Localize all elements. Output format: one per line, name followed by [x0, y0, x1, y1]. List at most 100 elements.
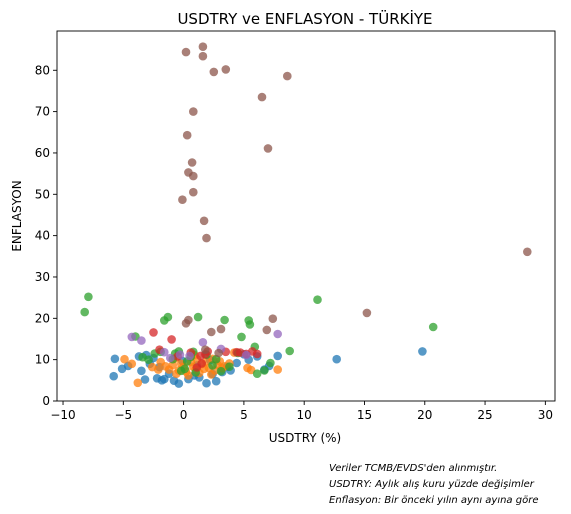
y-tick-label: 0 [42, 394, 50, 408]
point-s2-13 [180, 364, 190, 374]
point-s5-21 [181, 319, 191, 328]
point-s5-23 [216, 324, 226, 334]
point-s5-25 [214, 348, 223, 358]
point-s0-5 [137, 366, 146, 376]
point-s0-1 [109, 371, 118, 381]
point-s2-29 [252, 369, 262, 379]
y-tick-label: 60 [35, 146, 50, 160]
point-s5-5 [283, 71, 292, 81]
point-s2-31 [266, 358, 275, 368]
point-s2-21 [216, 366, 226, 376]
point-s2-4 [144, 355, 153, 365]
x-tick-label: −5 [114, 408, 132, 422]
point-s4-9 [185, 351, 194, 361]
point-s5-8 [263, 144, 273, 153]
y-tick-label: 70 [35, 105, 50, 119]
y-tick-label: 30 [35, 270, 50, 284]
point-s4-7 [273, 329, 283, 339]
y-tick-label: 20 [35, 311, 50, 325]
x-tick-label: 30 [538, 408, 553, 422]
point-s5-3 [209, 67, 219, 77]
point-s5-22 [207, 327, 216, 337]
point-s2-25 [237, 332, 246, 342]
x-tick-label: 10 [297, 408, 312, 422]
inflation-note: Enflasyon: Bir önceki yılın aynı ayına g… [329, 495, 539, 506]
point-s4-2 [160, 347, 169, 357]
point-s2-27 [245, 320, 255, 329]
point-s1-0 [120, 354, 129, 364]
point-s2-33 [313, 295, 322, 305]
point-s2-0 [80, 307, 89, 317]
x-axis-label: USDTRY (%) [269, 431, 341, 445]
y-tick-label: 80 [35, 63, 50, 77]
x-tick-label: −10 [50, 408, 75, 422]
point-s0-0 [110, 354, 120, 364]
point-s4-8 [175, 350, 185, 360]
point-s2-34 [428, 322, 438, 332]
point-s5-4 [221, 65, 231, 74]
point-s0-21 [211, 376, 221, 386]
point-s0-30 [332, 354, 342, 364]
point-s0-31 [418, 347, 427, 356]
chart-title: USDTRY ve ENFLASYON - TÜRKİYE [177, 9, 432, 28]
point-s2-23 [225, 362, 234, 372]
point-s5-15 [199, 216, 209, 226]
data-points [80, 42, 532, 388]
point-s5-26 [201, 345, 210, 355]
point-s0-6 [140, 375, 150, 384]
point-s4-6 [242, 350, 251, 360]
point-s3-0 [149, 328, 158, 337]
point-s1-4 [154, 365, 163, 374]
point-s2-17 [193, 312, 203, 322]
x-axis: −10 −5 0 5 10 15 20 25 30 [50, 401, 553, 422]
plot-area [56, 30, 556, 402]
point-s5-19 [268, 314, 278, 324]
point-s5-14 [178, 195, 187, 204]
point-s5-7 [189, 107, 198, 116]
y-tick-label: 40 [35, 229, 50, 243]
point-s5-13 [189, 187, 198, 197]
point-s3-5 [197, 359, 206, 368]
point-s5-6 [257, 92, 267, 102]
point-s5-12 [189, 171, 198, 181]
point-s0-19 [202, 378, 211, 388]
point-s4-4 [198, 338, 208, 347]
point-s1-1 [127, 359, 137, 369]
point-s5-9 [182, 130, 192, 140]
usdtry-note: USDTRY: Aylık alış kuru yüzde değişimler [329, 479, 534, 490]
point-s2-30 [260, 366, 269, 375]
x-tick-label: 15 [357, 408, 372, 422]
point-s0-24 [232, 358, 241, 368]
point-s3-2 [167, 335, 176, 344]
point-s1-14 [184, 371, 193, 380]
x-tick-label: 25 [477, 408, 492, 422]
point-s5-2 [198, 51, 208, 61]
y-tick-label: 50 [35, 187, 50, 201]
point-s5-24 [262, 325, 272, 335]
point-s5-18 [362, 308, 372, 318]
point-s3-13 [252, 349, 262, 359]
point-s1-2 [133, 378, 143, 388]
x-tick-label: 0 [180, 408, 188, 422]
y-axis-label: ENFLASYON [10, 180, 24, 251]
point-s5-1 [198, 42, 208, 51]
point-s2-22 [220, 315, 229, 325]
point-s5-10 [187, 158, 197, 167]
point-s2-19 [208, 361, 217, 370]
point-s5-17 [523, 247, 532, 257]
point-s4-1 [137, 336, 146, 345]
point-s4-3 [166, 353, 175, 363]
point-s5-16 [202, 233, 211, 243]
point-s0-15 [174, 379, 184, 388]
x-tick-label: 5 [240, 408, 248, 422]
point-s4-0 [127, 332, 137, 342]
point-s2-32 [285, 346, 295, 356]
y-tick-label: 10 [35, 353, 50, 367]
point-s2-8 [163, 312, 173, 322]
point-s0-29 [273, 351, 283, 361]
y-axis: 0 10 20 30 40 50 60 70 80 [35, 63, 57, 408]
x-tick-label: 20 [417, 408, 432, 422]
source-note: Veriler TCMB/EVDS'den alınmıştır. [329, 463, 498, 474]
point-s1-35 [273, 365, 283, 374]
